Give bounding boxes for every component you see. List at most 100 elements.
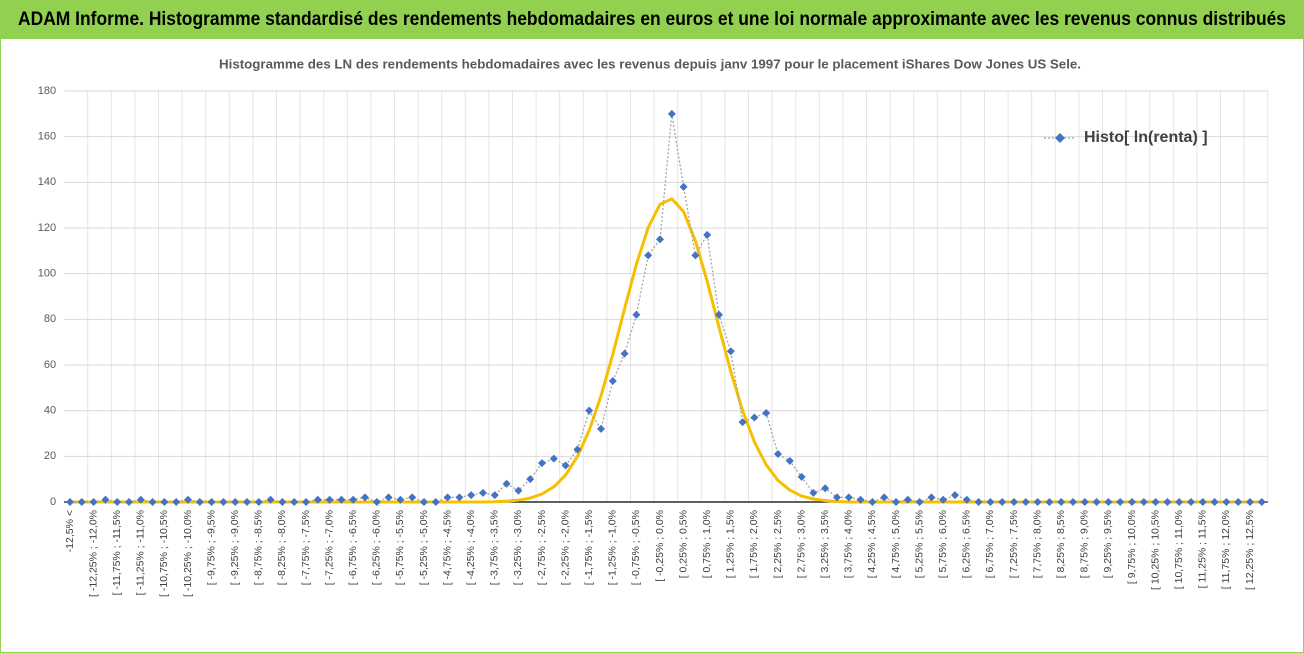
data-point [797,472,806,481]
data-point [479,488,487,497]
data-point [715,310,723,319]
data-point [951,491,959,500]
data-point [290,498,299,506]
x-tick-label: [ 2,75% ; 3,0% [795,510,807,578]
data-point [880,493,889,502]
x-tick-label: [ 6,25% ; 6,5% [961,510,973,578]
data-point [502,479,511,488]
y-tick-label: 140 [38,176,56,188]
y-tick-label: 80 [44,313,56,325]
data-point [361,493,369,502]
data-point [66,498,74,506]
data-point [573,445,582,454]
data-point [1057,498,1066,506]
data-point [962,495,971,504]
data-point [738,418,747,427]
x-tick-label: [ -4,25% ; -4,0% [465,510,477,585]
data-point [844,493,853,502]
data-point [1246,498,1254,506]
x-tick-label: [ 9,75% ; 10,0% [1126,510,1138,584]
data-point [1187,498,1195,506]
data-point [136,495,145,504]
data-point [1257,498,1266,506]
data-point [1033,498,1042,506]
data-point [608,376,617,385]
data-point [443,493,452,502]
data-point [856,495,865,504]
x-tick-label: [ 4,25% ; 4,5% [866,510,878,578]
data-point [207,498,216,506]
data-point [302,498,310,506]
data-point [514,486,523,495]
x-tick-label: [ -8,75% ; -8,5% [253,510,265,585]
x-tick-label: [ 0,75% ; 1,0% [701,510,713,578]
data-point [549,454,558,463]
x-tick-label: [ 11,25% ; 11,5% [1197,510,1209,588]
data-point [313,495,322,504]
x-tick-label: [ -8,25% ; -8,0% [276,510,288,585]
x-tick-label: [ 12,25% ; 12,5% [1244,510,1256,590]
data-point [278,498,287,506]
data-point [679,182,688,191]
x-tick-label: [ -10,25% ; -10,0% [182,510,194,597]
data-point [927,493,936,502]
x-tick-label: [ -10,75% ; -10,5% [158,510,170,597]
data-point [1198,498,1207,506]
data-point [821,484,830,493]
data-point [774,450,782,459]
data-point [337,495,346,504]
x-tick-label: [ 9,25% ; 9,5% [1102,510,1114,578]
y-tick-label: 20 [44,450,56,462]
y-tick-label: 60 [44,359,56,371]
x-tick-label: [ -9,25% ; -9,0% [229,510,241,585]
header-bar [0,0,1304,38]
x-tick-label: [ 5,75% ; 6,0% [937,510,949,578]
data-point [644,251,653,260]
data-point [632,310,641,319]
x-tick-label: [ 8,25% ; 8,5% [1055,510,1067,578]
x-tick-label: [ -1,25% ; -1,0% [607,510,619,585]
data-point [349,495,358,504]
data-point [1080,498,1089,506]
x-tick-label: [ 7,75% ; 8,0% [1031,510,1043,578]
data-point [420,498,428,506]
data-point [785,456,794,465]
data-point [431,498,440,506]
x-tick-label: [ 7,25% ; 7,5% [1008,510,1020,578]
y-tick-label: 120 [38,222,56,234]
data-point [986,498,995,506]
data-point [172,498,181,506]
data-point [384,493,393,502]
x-tick-label: [ -11,75% ; -11,5% [111,510,123,595]
data-point [325,495,334,504]
chart-subtitle: Histogramme des LN des rendements hebdom… [219,56,1081,71]
data-point [585,406,594,415]
data-point [903,495,912,504]
data-point [1139,498,1148,506]
x-tick-label: [ -5,25% ; -5,0% [418,510,430,585]
data-point [467,491,476,500]
data-point [1010,498,1018,506]
x-tick-label: [ -9,75% ; -9,5% [205,510,217,585]
y-tick-label: 40 [44,405,56,417]
x-tick-label: [ -11,25% ; -11,0% [135,510,147,595]
data-point [667,109,676,118]
data-point [656,235,664,244]
data-point [408,493,417,502]
x-tick-label: [ 10,25% ; 10,5% [1149,510,1161,590]
data-point [266,495,275,504]
x-tick-label: [ -5,75% ; -5,5% [394,510,406,585]
x-tick-label: [ 3,75% ; 4,0% [843,510,855,578]
y-tick-label: 160 [38,131,56,143]
legend-label: Histo[ ln(renta) ] [1084,129,1208,146]
data-point [243,498,251,506]
x-tick-label: [ 3,25% ; 3,5% [819,510,831,578]
data-point [620,349,629,358]
data-point [762,408,771,417]
data-point [125,498,133,506]
legend-marker [1055,133,1065,143]
y-tick-label: 0 [50,496,56,508]
data-point [101,495,110,504]
y-tick-label: 180 [38,85,56,97]
